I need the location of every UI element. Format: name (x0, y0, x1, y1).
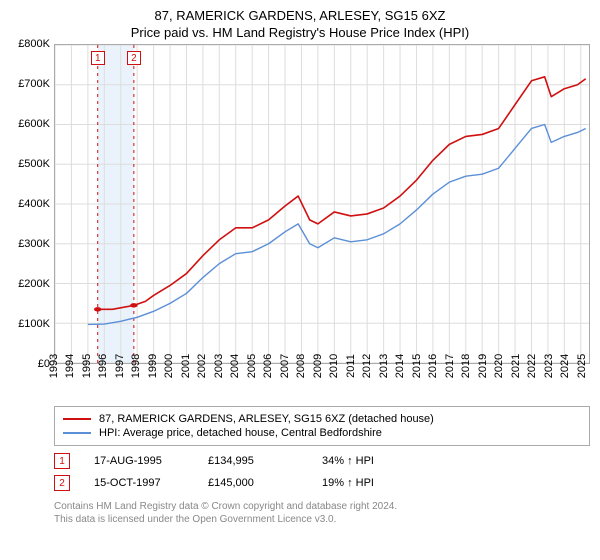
x-tick-label: 2004 (229, 354, 241, 378)
x-tick-label: 2014 (394, 354, 406, 378)
plot-wrap: 12 1993199419951996199719981999200020012… (54, 44, 590, 404)
x-tick-label: 2007 (279, 354, 291, 378)
sale-row: 1 17-AUG-1995 £134,995 34% ↑ HPI (54, 450, 590, 472)
sale-price: £134,995 (208, 455, 298, 467)
x-tick-label: 2024 (559, 354, 571, 378)
x-tick-label: 1997 (114, 354, 126, 378)
chart-subtitle: Price paid vs. HM Land Registry's House … (10, 25, 590, 40)
x-tick-label: 2019 (477, 354, 489, 378)
plot-svg (55, 45, 589, 363)
x-tick-label: 2010 (328, 354, 340, 378)
x-tick-label: 1998 (130, 354, 142, 378)
x-tick-label: 2003 (213, 354, 225, 378)
x-tick-label: 2023 (543, 354, 555, 378)
x-tick-label: 2021 (510, 354, 522, 378)
x-tick-label: 2008 (295, 354, 307, 378)
x-tick-label: 2015 (411, 354, 423, 378)
footer-line-1: Contains HM Land Registry data © Crown c… (54, 500, 590, 513)
y-tick-label: £700K (18, 78, 50, 90)
x-tick-label: 2001 (180, 354, 192, 378)
y-tick-label: £400K (18, 198, 50, 210)
x-tick-label: 2022 (526, 354, 538, 378)
plot: 12 (54, 44, 590, 364)
sales-table: 1 17-AUG-1995 £134,995 34% ↑ HPI 2 15-OCT-199… (54, 450, 590, 494)
y-tick-label: £100K (18, 318, 50, 330)
x-tick-label: 2020 (493, 354, 505, 378)
legend-swatch (63, 432, 91, 434)
x-tick-label: 2013 (378, 354, 390, 378)
y-tick-label: £600K (18, 118, 50, 130)
y-tick-label: £800K (18, 38, 50, 50)
sale-marker-box: 1 (54, 453, 70, 469)
x-tick-label: 2002 (196, 354, 208, 378)
x-tick-label: 2000 (163, 354, 175, 378)
x-tick-label: 1995 (81, 354, 93, 378)
chart-area: £0£100K£200K£300K£400K£500K£600K£700K£80… (10, 44, 590, 404)
sale-delta: 19% ↑ HPI (322, 477, 412, 489)
y-tick-label: £300K (18, 238, 50, 250)
footer-line-2: This data is licensed under the Open Gov… (54, 513, 590, 526)
legend: 87, RAMERICK GARDENS, ARLESEY, SG15 6XZ … (54, 406, 590, 446)
x-tick-label: 2018 (460, 354, 472, 378)
legend-item: HPI: Average price, detached house, Cent… (63, 426, 581, 440)
x-tick-label: 1993 (48, 354, 60, 378)
x-tick-label: 1996 (97, 354, 109, 378)
x-tick-label: 2025 (576, 354, 588, 378)
x-tick-label: 2011 (345, 354, 357, 378)
x-tick-label: 1994 (64, 354, 76, 378)
x-tick-label: 2005 (246, 354, 258, 378)
x-axis: 1993199419951996199719981999200020012002… (54, 364, 590, 404)
y-tick-label: £200K (18, 278, 50, 290)
x-tick-label: 2012 (361, 354, 373, 378)
footer-attribution: Contains HM Land Registry data © Crown c… (54, 500, 590, 526)
legend-item: 87, RAMERICK GARDENS, ARLESEY, SG15 6XZ … (63, 412, 581, 426)
x-tick-label: 2009 (312, 354, 324, 378)
chart-container: 87, RAMERICK GARDENS, ARLESEY, SG15 6XZ … (0, 0, 600, 560)
sale-delta: 34% ↑ HPI (322, 455, 412, 467)
sale-price: £145,000 (208, 477, 298, 489)
y-tick-label: £500K (18, 158, 50, 170)
legend-label: 87, RAMERICK GARDENS, ARLESEY, SG15 6XZ … (99, 413, 434, 425)
x-tick-label: 2006 (262, 354, 274, 378)
sale-date: 15-OCT-1997 (94, 477, 184, 489)
sale-marker-2: 2 (127, 51, 141, 65)
y-axis: £0£100K£200K£300K£400K£500K£600K£700K£80… (10, 44, 54, 364)
sale-marker-1: 1 (91, 51, 105, 65)
x-tick-label: 2017 (444, 354, 456, 378)
sale-date: 17-AUG-1995 (94, 455, 184, 467)
chart-title: 87, RAMERICK GARDENS, ARLESEY, SG15 6XZ (10, 8, 590, 23)
legend-swatch (63, 418, 91, 420)
sale-marker-box: 2 (54, 475, 70, 491)
legend-label: HPI: Average price, detached house, Cent… (99, 427, 382, 439)
x-tick-label: 1999 (147, 354, 159, 378)
x-tick-label: 2016 (427, 354, 439, 378)
sale-row: 2 15-OCT-1997 £145,000 19% ↑ HPI (54, 472, 590, 494)
